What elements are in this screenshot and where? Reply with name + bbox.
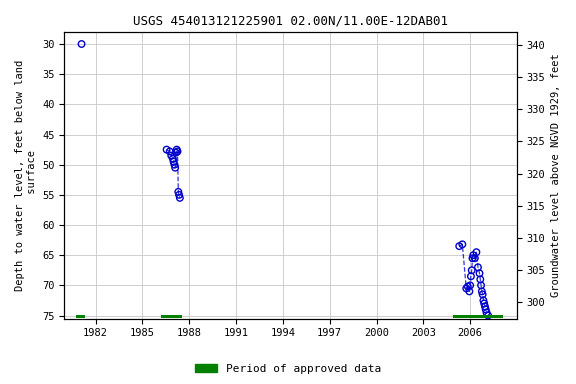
Point — [454, 243, 464, 249]
Point — [478, 288, 487, 295]
Point — [476, 282, 486, 288]
Point — [476, 276, 485, 282]
Point — [478, 291, 487, 298]
Point — [483, 313, 492, 319]
Point — [169, 159, 178, 165]
Point — [473, 264, 483, 270]
Point — [467, 267, 476, 273]
Point — [461, 285, 471, 291]
Point — [171, 149, 180, 156]
Point — [481, 306, 490, 313]
Point — [175, 192, 184, 198]
Point — [162, 147, 171, 153]
Bar — [161, 315, 182, 318]
Point — [172, 147, 181, 153]
Point — [482, 310, 491, 316]
Title: USGS 454013121225901 02.00N/11.00E-12DAB01: USGS 454013121225901 02.00N/11.00E-12DAB… — [133, 15, 448, 28]
Point — [175, 195, 184, 201]
Y-axis label: Groundwater level above NGVD 1929, feet: Groundwater level above NGVD 1929, feet — [551, 53, 561, 297]
Point — [465, 282, 475, 288]
Point — [463, 283, 472, 290]
Bar — [76, 315, 85, 318]
Point — [165, 148, 175, 154]
Point — [480, 300, 489, 306]
Point — [475, 270, 484, 276]
Point — [166, 152, 176, 159]
Point — [173, 148, 182, 154]
Point — [170, 165, 180, 171]
Point — [469, 252, 478, 258]
Point — [465, 288, 474, 295]
Point — [168, 156, 177, 162]
Point — [77, 41, 86, 47]
Y-axis label: Depth to water level, feet below land
 surface: Depth to water level, feet below land su… — [15, 60, 37, 291]
Point — [480, 303, 490, 310]
Point — [470, 255, 479, 261]
Point — [170, 162, 179, 168]
Bar — [453, 315, 503, 318]
Point — [458, 241, 467, 247]
Point — [472, 249, 481, 255]
Point — [467, 273, 476, 280]
Point — [479, 297, 488, 303]
Point — [468, 255, 477, 261]
Legend: Period of approved data: Period of approved data — [191, 359, 385, 379]
Point — [174, 189, 183, 195]
